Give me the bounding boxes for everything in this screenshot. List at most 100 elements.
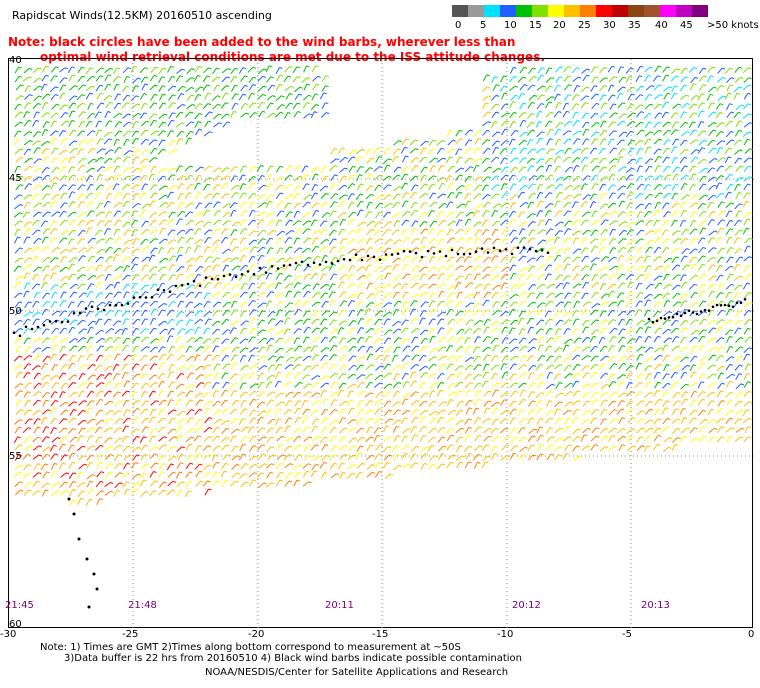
wind-barb <box>220 237 226 244</box>
wind-barb <box>67 166 73 174</box>
wind-barb <box>77 345 84 352</box>
wind-barb-flag <box>525 267 529 270</box>
wind-barb <box>537 336 542 344</box>
wind-barb-flag <box>423 212 428 214</box>
wind-barb <box>222 203 229 209</box>
wind-barb <box>590 257 597 263</box>
wind-barb-flag <box>281 257 286 260</box>
colorbar-swatch <box>468 5 484 17</box>
wind-barb <box>50 66 57 73</box>
wind-barb <box>213 113 219 120</box>
wind-barb <box>689 220 694 228</box>
wind-barb-flag <box>675 121 679 124</box>
wind-barb <box>220 102 226 109</box>
wind-barb-flag <box>658 246 662 249</box>
wind-barb <box>302 174 307 181</box>
wind-barb-flag <box>91 75 96 78</box>
wind-barb-flag <box>326 310 331 313</box>
wind-barb <box>284 310 290 317</box>
wind-barb <box>456 211 462 218</box>
wind-barb <box>544 210 549 217</box>
wind-barb-flag <box>558 111 562 113</box>
wind-barb-flag <box>568 319 572 322</box>
wind-barb <box>23 140 30 146</box>
wind-barb-flag <box>603 166 608 169</box>
wind-barb <box>51 336 56 343</box>
wind-barb-flag <box>477 355 481 358</box>
wind-barb <box>707 202 712 209</box>
wind-barb-flag <box>639 300 643 303</box>
wind-barb <box>265 327 272 334</box>
wind-barb <box>222 329 228 335</box>
wind-barb-flag <box>289 310 293 313</box>
wind-barb <box>481 121 489 127</box>
wind-barb <box>356 248 363 254</box>
wind-barb-flag <box>695 156 699 159</box>
wind-barb <box>419 202 425 209</box>
wind-barb-flag <box>728 191 732 194</box>
wind-barb-flag <box>423 236 427 239</box>
wind-barb-flag <box>674 146 678 149</box>
wind-barb <box>365 185 372 192</box>
wind-barb-flag <box>549 157 554 160</box>
wind-barb-flag <box>414 175 419 178</box>
wind-barb-flag <box>684 139 688 142</box>
wind-barb <box>33 238 39 244</box>
wind-barb <box>455 148 460 156</box>
wind-barb-flag <box>432 300 436 303</box>
wind-barb-flag <box>686 194 691 197</box>
wind-barb <box>699 318 705 326</box>
wind-barb-flag <box>46 328 50 331</box>
wind-barb-flag <box>443 203 447 205</box>
wind-barb-flag <box>647 326 652 329</box>
wind-barb-flag <box>72 229 77 232</box>
wind-barb-flag <box>693 211 698 214</box>
wind-barb-flag <box>235 67 239 70</box>
wind-barb <box>643 138 649 146</box>
wind-barb <box>608 76 615 82</box>
colorbar-label: 40 <box>655 20 668 31</box>
wind-barb-flag <box>496 344 500 347</box>
wind-barb <box>231 93 237 100</box>
wind-barb-flag <box>667 211 671 214</box>
wind-barb-flag <box>649 246 653 249</box>
wind-barb-flag <box>674 85 679 88</box>
wind-barb <box>591 76 596 84</box>
wind-barb-flag <box>173 185 177 187</box>
wind-barb-flag <box>648 121 653 124</box>
wind-barb-flag <box>514 338 518 341</box>
wind-barb-flag <box>172 139 176 142</box>
wind-barb-flag <box>72 201 76 204</box>
wind-barb-flag <box>181 201 185 204</box>
wind-barb <box>103 318 109 326</box>
wind-barb-flag <box>432 228 436 231</box>
wind-barb <box>672 238 679 244</box>
wind-barb <box>536 103 542 110</box>
wind-barb-flag <box>477 247 481 250</box>
wind-barb <box>608 158 615 164</box>
wind-barb <box>32 67 39 74</box>
wind-barb-flag <box>714 230 718 233</box>
wind-barb-flag <box>666 66 671 69</box>
wind-barb <box>526 257 533 263</box>
wind-barb-flag <box>297 111 301 113</box>
wind-barb-flag <box>576 219 580 222</box>
wind-barb-flag <box>146 336 150 339</box>
wind-barb-flag <box>108 138 113 141</box>
wind-barb <box>204 256 210 263</box>
wind-barb-flag <box>333 354 337 357</box>
wind-barb-flag <box>711 219 715 221</box>
wind-barb <box>571 157 578 164</box>
wind-barb-flag <box>73 129 77 132</box>
colorbar-swatch <box>564 5 580 17</box>
wind-barb-flag <box>711 167 716 170</box>
wind-barb-flag <box>506 202 510 205</box>
wind-barb-flag <box>153 119 158 122</box>
wind-barb <box>68 174 74 181</box>
wind-barb <box>112 76 119 82</box>
wind-barb-flag <box>423 255 427 258</box>
wind-barb-flag <box>442 177 446 179</box>
wind-barb-flag <box>281 95 285 98</box>
wind-barb <box>726 183 732 191</box>
wind-barb <box>707 291 713 298</box>
